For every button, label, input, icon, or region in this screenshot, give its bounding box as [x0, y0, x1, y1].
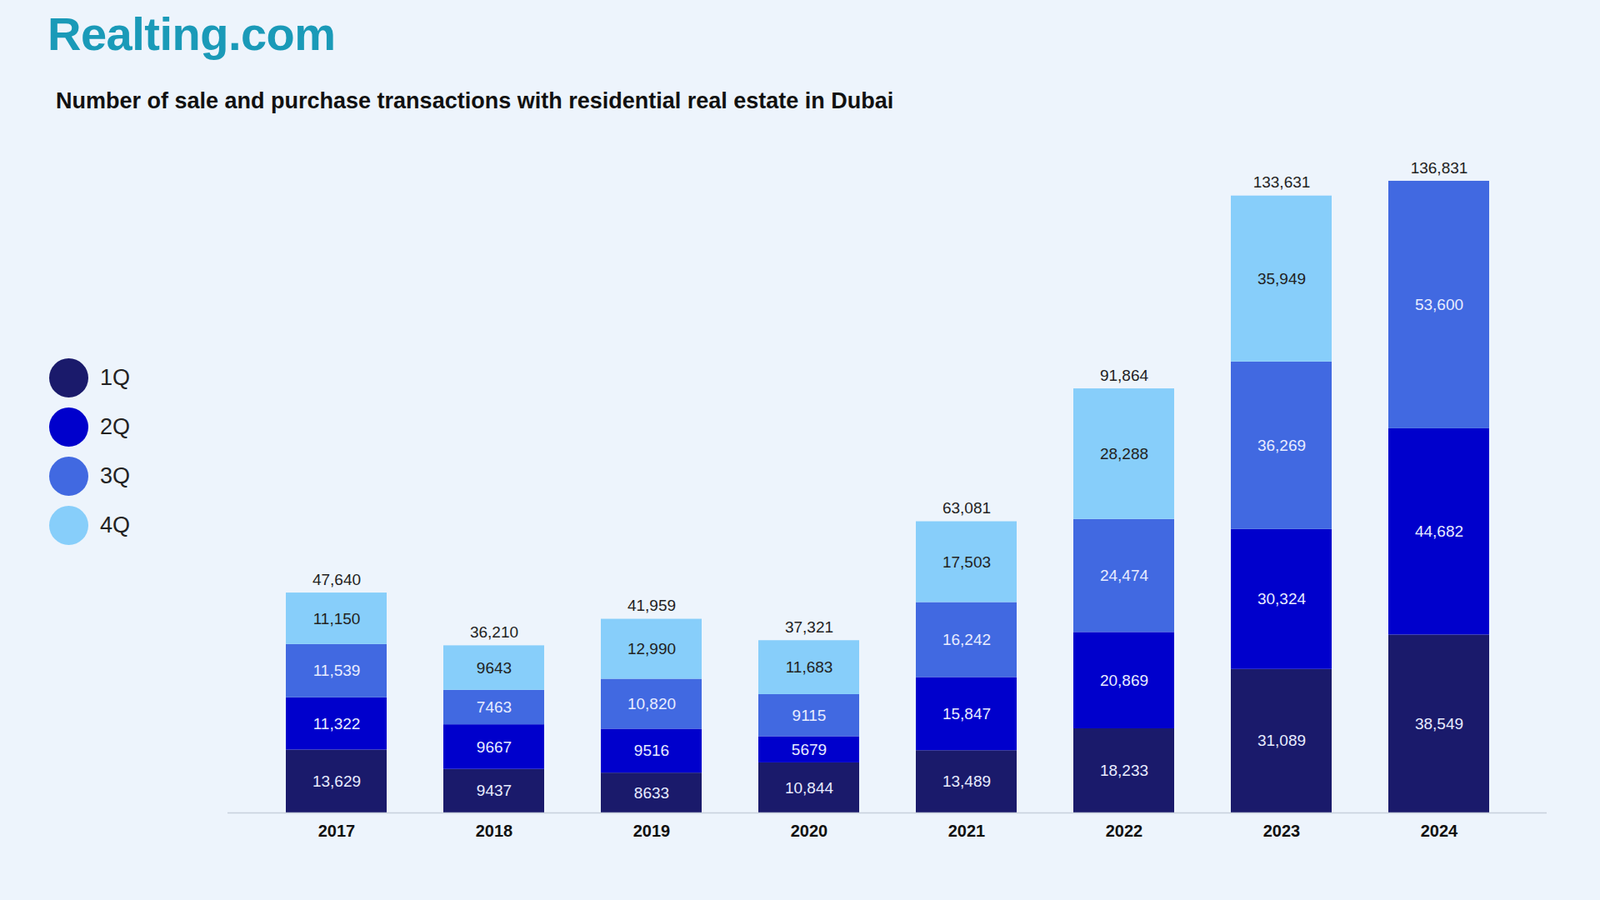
svg-text:11,683: 11,683 [785, 658, 834, 676]
svg-text:17,503: 17,503 [942, 553, 991, 571]
svg-text:5679: 5679 [791, 740, 827, 759]
svg-text:12,990: 12,990 [627, 640, 676, 658]
svg-text:20,869: 20,869 [1100, 671, 1149, 690]
svg-text:11,322: 11,322 [313, 715, 361, 733]
svg-text:136,831: 136,831 [1410, 159, 1469, 177]
svg-text:133,631: 133,631 [1253, 173, 1311, 191]
svg-text:11,539: 11,539 [313, 661, 361, 680]
svg-text:9516: 9516 [634, 741, 670, 760]
svg-text:9437: 9437 [476, 781, 512, 800]
svg-text:2019: 2019 [633, 821, 671, 840]
svg-text:13,489: 13,489 [942, 772, 991, 790]
html-text:Realting.com: Realting.com [47, 7, 336, 60]
svg-text:9667: 9667 [476, 738, 512, 756]
html-text:Number of sale and purchase tr: Number of sale and purchase transactions… [55, 88, 894, 114]
html-text:1Q: 1Q [100, 365, 130, 390]
svg-text:9115: 9115 [792, 706, 827, 725]
svg-text:18,233: 18,233 [1100, 761, 1149, 780]
svg-text:7463: 7463 [476, 698, 512, 716]
svg-text:2022: 2022 [1105, 821, 1144, 840]
svg-text:2020: 2020 [790, 821, 829, 840]
svg-text:31,089: 31,089 [1257, 731, 1306, 750]
svg-text:38,549: 38,549 [1415, 715, 1464, 733]
svg-text:41,959: 41,959 [627, 596, 676, 615]
svg-text:15,847: 15,847 [942, 705, 991, 723]
svg-text:2018: 2018 [475, 821, 514, 840]
svg-text:63,081: 63,081 [942, 499, 991, 517]
svg-text:44,682: 44,682 [1415, 522, 1464, 540]
svg-text:2021: 2021 [948, 821, 986, 840]
svg-text:2023: 2023 [1263, 821, 1301, 840]
svg-text:2024: 2024 [1420, 821, 1459, 840]
svg-text:10,820: 10,820 [627, 695, 676, 713]
svg-text:13,629: 13,629 [312, 772, 361, 790]
svg-text:10,844: 10,844 [785, 779, 835, 797]
svg-text:24,474: 24,474 [1100, 566, 1150, 585]
svg-text:2017: 2017 [318, 821, 356, 840]
html-text:4Q: 4Q [100, 512, 130, 538]
svg-text:30,324: 30,324 [1257, 590, 1307, 608]
svg-text:9643: 9643 [476, 659, 512, 677]
svg-text:36,269: 36,269 [1257, 436, 1306, 455]
svg-text:47,640: 47,640 [312, 570, 361, 589]
html-text:2Q: 2Q [100, 414, 130, 440]
svg-text:8633: 8633 [634, 784, 670, 802]
svg-text:28,288: 28,288 [1100, 445, 1149, 463]
svg-text:37,321: 37,321 [785, 618, 834, 636]
svg-text:53,600: 53,600 [1415, 295, 1464, 314]
svg-text:35,949: 35,949 [1257, 270, 1306, 288]
html-text:3Q: 3Q [100, 463, 130, 489]
svg-text:36,210: 36,210 [470, 623, 519, 641]
svg-text:11,150: 11,150 [313, 610, 361, 628]
svg-text:16,242: 16,242 [942, 630, 991, 649]
svg-text:91,864: 91,864 [1100, 366, 1150, 385]
